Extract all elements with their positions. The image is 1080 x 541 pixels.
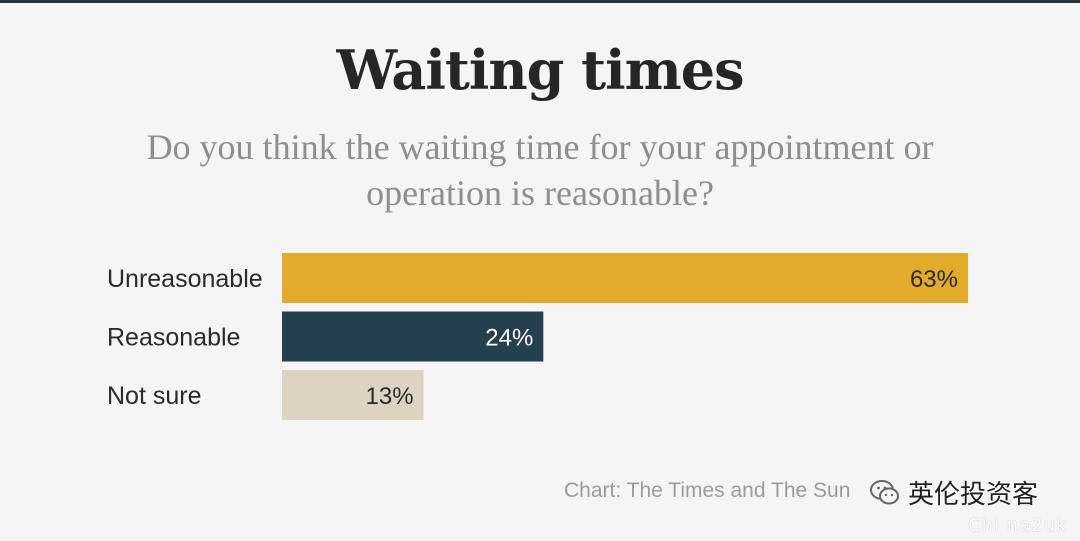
- watermark-text: 英伦投资客: [908, 480, 1039, 510]
- chart-subtitle: Do you think the waiting time for your a…: [146, 127, 934, 213]
- watermark-handle: Chi na2uk: [968, 515, 1068, 536]
- value-label-reasonable: 24%: [485, 325, 533, 352]
- category-label-unreasonable: Unreasonable: [107, 265, 263, 293]
- category-label-not-sure: Not sure: [107, 382, 201, 410]
- bar-unreasonable: [282, 253, 968, 303]
- bar-not-sure: [282, 370, 424, 420]
- value-label-not-sure: 13%: [366, 383, 414, 410]
- chart-source: Chart: The Times and The Sun: [564, 479, 851, 502]
- chart-title: Waiting times: [336, 38, 744, 102]
- value-label-unreasonable: 63%: [910, 266, 958, 293]
- bar-reasonable: [282, 311, 544, 362]
- top-rule: [0, 0, 1080, 3]
- category-label-reasonable: Reasonable: [107, 324, 240, 352]
- watermark: 英伦投资客: [868, 474, 1038, 511]
- wechat-icon: [868, 476, 902, 510]
